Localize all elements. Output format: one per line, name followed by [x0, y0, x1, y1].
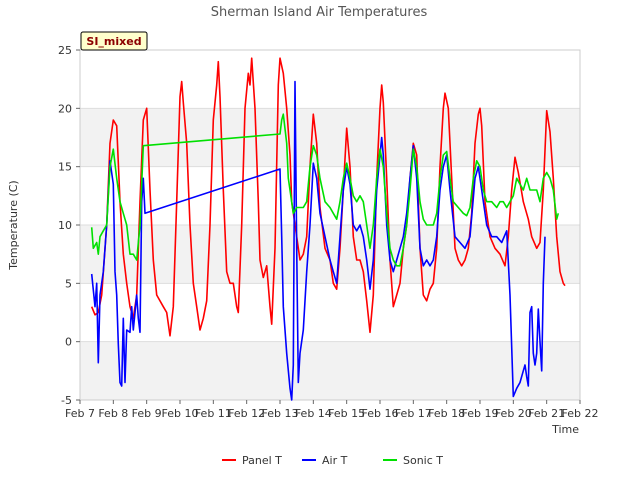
y-tick-label: 15 — [58, 161, 72, 174]
x-tick-label: Feb 21 — [528, 407, 565, 420]
y-tick-label: 0 — [65, 336, 72, 349]
x-tick-label: Feb 16 — [362, 407, 399, 420]
x-tick-label: Feb 10 — [162, 407, 199, 420]
x-tick-label: Feb 11 — [195, 407, 232, 420]
x-tick-label: Feb 20 — [495, 407, 532, 420]
x-tick-label: Feb 18 — [428, 407, 465, 420]
dataset-badge-label: SI_mixed — [86, 35, 141, 48]
y-tick-label: 25 — [58, 44, 72, 57]
dataset-badge: SI_mixed — [80, 31, 148, 51]
series-line-air-t — [90, 80, 546, 401]
y-axis-ticks: -5 0 5 10 15 20 25 — [58, 44, 80, 407]
y-tick-label: -5 — [61, 394, 72, 407]
x-tick-label: Feb 19 — [462, 407, 499, 420]
plot-band — [80, 108, 580, 167]
chart-title: Sherman Island Air Temperatures — [211, 5, 428, 20]
legend-label: Air T — [322, 454, 348, 467]
x-tick-label: Feb 15 — [328, 407, 365, 420]
legend: Panel T Air T Sonic T — [222, 454, 443, 467]
series-line-sonic-t — [90, 113, 560, 267]
legend-label: Sonic T — [403, 454, 443, 467]
series-layer — [90, 57, 566, 401]
y-tick-label: 5 — [65, 277, 72, 290]
x-tick-label: Feb 8 — [98, 407, 128, 420]
x-tick-label: Feb 17 — [395, 407, 432, 420]
x-tick-label: Feb 22 — [562, 407, 599, 420]
x-tick-label: Feb 12 — [228, 407, 265, 420]
y-tick-label: 10 — [58, 219, 72, 232]
x-axis-label: Time — [551, 423, 579, 436]
dataset-badge-box — [80, 31, 148, 51]
x-tick-label: Feb 13 — [262, 407, 299, 420]
legend-label: Panel T — [242, 454, 282, 467]
x-tick-label: Feb 14 — [295, 407, 332, 420]
x-tick-label: Feb 7 — [65, 407, 95, 420]
x-tick-label: Feb 9 — [132, 407, 162, 420]
plot-band — [80, 225, 580, 284]
plot-band — [80, 341, 580, 400]
y-tick-label: 20 — [58, 102, 72, 115]
y-axis-label: Temperature (C) — [7, 180, 20, 270]
